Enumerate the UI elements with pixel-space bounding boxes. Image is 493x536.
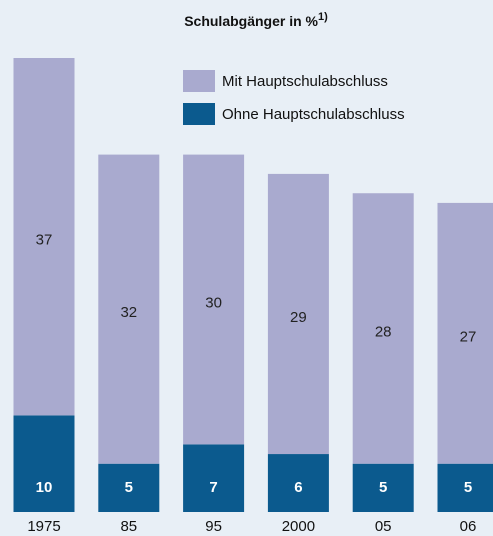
data-label: 29	[290, 309, 307, 326]
data-label: 5	[125, 479, 133, 496]
bar-segment	[13, 415, 75, 512]
chart-title-footnote: 1)	[318, 11, 328, 23]
data-label: 28	[375, 323, 392, 340]
legend-swatch	[183, 70, 215, 92]
data-label: 6	[294, 479, 302, 496]
bar-segment	[98, 154, 160, 464]
data-label: 37	[36, 232, 53, 249]
bar-segment	[437, 463, 493, 512]
bar-segment	[267, 454, 329, 512]
x-tick-label: 05	[375, 518, 392, 535]
bar-segment	[352, 193, 414, 464]
x-tick-label: 2000	[282, 518, 315, 535]
data-label: 27	[460, 328, 477, 345]
bar-segment	[352, 463, 414, 512]
x-tick-label: 85	[120, 518, 137, 535]
x-tick-label: 95	[205, 518, 222, 535]
data-label: 10	[36, 479, 53, 496]
legend-label: Mit Hauptschulabschluss	[222, 73, 388, 90]
chart-title: Schulabgänger in %1)	[184, 11, 328, 29]
data-label: 5	[464, 479, 472, 496]
legend-swatch	[183, 103, 215, 125]
bar-segment	[13, 58, 75, 416]
bar-segment	[437, 202, 493, 464]
bar-segment	[183, 444, 245, 512]
data-label: 30	[205, 294, 222, 311]
chart-title-text: Schulabgänger in %	[184, 13, 318, 29]
x-tick-label: 1975	[27, 518, 60, 535]
data-label: 32	[120, 304, 137, 321]
data-label: 5	[379, 479, 387, 496]
bar-segment	[98, 463, 160, 512]
bar-segment	[267, 173, 329, 455]
legend-label: Ohne Hauptschulabschluss	[222, 106, 405, 123]
bar-segment	[183, 154, 245, 445]
data-label: 7	[209, 479, 217, 496]
x-tick-label: 06	[460, 518, 477, 535]
